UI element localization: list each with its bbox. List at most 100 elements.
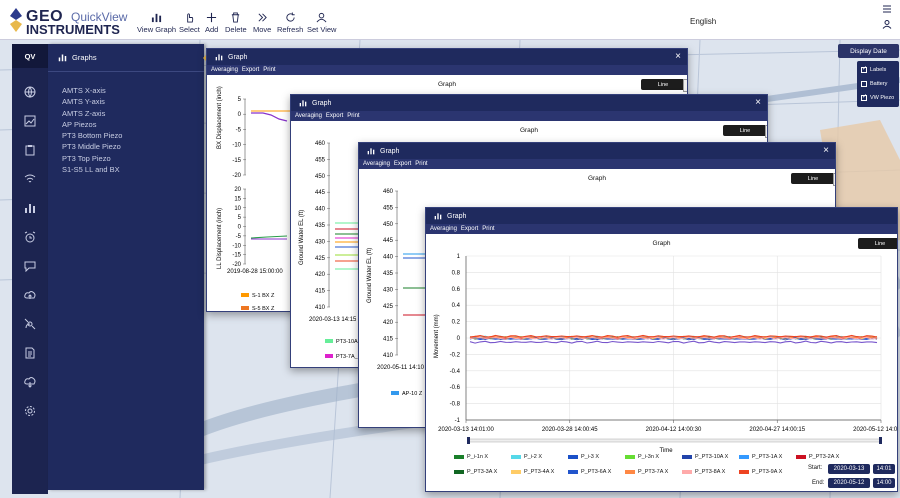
- legend-swatch: [682, 470, 692, 474]
- window-titlebar[interactable]: Graph ×: [291, 95, 767, 111]
- graphs-panel: Graphs AMTS X-axis AMTS Y-axis AMTS Z-ax…: [48, 44, 209, 490]
- print-menu[interactable]: Print: [482, 226, 495, 232]
- y-tick-label: 15: [234, 196, 241, 202]
- cloud-upload-icon[interactable]: [24, 289, 36, 301]
- averaging-menu[interactable]: Averaging: [430, 226, 457, 232]
- export-menu[interactable]: Export: [325, 113, 344, 119]
- print-menu[interactable]: Print: [415, 161, 428, 167]
- gear-icon[interactable]: [24, 405, 36, 417]
- legend-swatch: [568, 455, 578, 459]
- legend-label: P_PT3-9A X: [752, 469, 783, 475]
- legend-item[interactable]: P_PT3-10A X: [682, 454, 728, 460]
- close-icon[interactable]: ×: [823, 145, 829, 156]
- image-icon[interactable]: [24, 115, 36, 127]
- graph-list-item[interactable]: AMTS Z-axis: [62, 108, 106, 118]
- legend-swatch: [739, 455, 749, 459]
- x-tick-label: 2020-05-12 14:00:00: [853, 427, 898, 433]
- legend-item[interactable]: P_PT3-7A X: [625, 469, 668, 475]
- chat-icon[interactable]: [24, 260, 36, 272]
- legend-item[interactable]: P_i-1n X: [454, 454, 488, 460]
- globe-icon[interactable]: [24, 86, 36, 98]
- time-range-slider[interactable]: [467, 438, 881, 443]
- delete-button[interactable]: Delete: [225, 12, 247, 34]
- select-button[interactable]: Select: [179, 12, 200, 34]
- legend-item[interactable]: P_PT3-2A X: [796, 454, 839, 460]
- w3-chart: Ground Water EL (ft) 460 455 450 445 440 435 4…: [367, 189, 425, 397]
- y-tick-label: 460: [383, 189, 394, 195]
- bar-chart-icon[interactable]: [24, 202, 36, 214]
- averaging-menu[interactable]: Averaging: [363, 161, 390, 167]
- legend-item[interactable]: P_PT3-9A X: [739, 469, 782, 475]
- legend-item[interactable]: P_PT3-4A X: [511, 469, 554, 475]
- alarm-clock-icon[interactable]: [24, 231, 36, 243]
- quickview-tab[interactable]: QV: [12, 44, 48, 68]
- language-selector[interactable]: English: [690, 17, 717, 26]
- add-button[interactable]: Add: [205, 12, 218, 34]
- layer-vw-piezo[interactable]: VW Piezo: [861, 93, 894, 101]
- graph-list-item[interactable]: S1-S5 LL and BX: [62, 165, 120, 175]
- clipboard-icon[interactable]: [24, 144, 36, 156]
- layer-battery[interactable]: Battery: [861, 81, 887, 87]
- checkbox-icon[interactable]: [861, 65, 867, 73]
- set-view-button[interactable]: Set View: [307, 12, 336, 34]
- legend-item[interactable]: P_i-2 X: [511, 454, 542, 460]
- wifi-icon[interactable]: [24, 173, 36, 185]
- start-time-field[interactable]: 14:01: [873, 464, 895, 474]
- window-titlebar[interactable]: Graph: [426, 208, 897, 224]
- averaging-menu[interactable]: Averaging: [211, 67, 238, 73]
- move-button[interactable]: Move: [253, 12, 271, 34]
- refresh-button[interactable]: Refresh: [277, 12, 303, 34]
- left-icon-rail: QV: [12, 44, 48, 494]
- export-menu[interactable]: Export: [460, 226, 479, 232]
- satellite-icon[interactable]: [24, 318, 36, 330]
- checkbox-icon[interactable]: [861, 93, 867, 101]
- bar-chart-icon: [151, 13, 162, 23]
- start-date-field[interactable]: 2020-03-13: [828, 464, 870, 474]
- slider-handle-start[interactable]: [467, 437, 470, 444]
- legend-item[interactable]: P_i-3n X: [625, 454, 659, 460]
- graph-list-item[interactable]: PT3 Top Piezo: [62, 153, 111, 163]
- print-menu[interactable]: Print: [263, 67, 276, 73]
- layer-labels[interactable]: Labels: [861, 65, 886, 73]
- view-graph-button[interactable]: View Graph: [137, 12, 176, 34]
- end-date-field[interactable]: 2020-05-12: [828, 478, 870, 488]
- graph-list-item[interactable]: AMTS X-axis: [62, 86, 106, 95]
- series-line: [251, 112, 288, 122]
- export-menu[interactable]: Export: [393, 161, 412, 167]
- close-icon[interactable]: ×: [755, 97, 761, 108]
- window-titlebar[interactable]: Graph ×: [359, 143, 835, 159]
- y-axis-label-bottom: LL Displacement (inch): [217, 208, 223, 269]
- window-titlebar[interactable]: Graph ×: [207, 49, 687, 65]
- settings-sliders-icon[interactable]: [882, 4, 892, 14]
- chart-type-select[interactable]: Line: [858, 238, 897, 249]
- legend-item[interactable]: P_PT3-6A X: [568, 469, 611, 475]
- graph-list-item[interactable]: PT3 Bottom Piezo: [62, 131, 123, 141]
- legend-item[interactable]: P_PT3-3A X: [454, 469, 497, 475]
- legend-swatch: [682, 455, 692, 459]
- y-tick-label: -0.6: [450, 385, 461, 391]
- y-tick-label: -20: [232, 173, 241, 179]
- checkbox-icon[interactable]: [861, 81, 867, 87]
- document-icon[interactable]: [24, 347, 36, 359]
- chart-type-select[interactable]: Line: [791, 173, 835, 186]
- averaging-menu[interactable]: Averaging: [295, 113, 322, 119]
- export-menu[interactable]: Export: [241, 67, 260, 73]
- print-menu[interactable]: Print: [347, 113, 360, 119]
- legend-item[interactable]: P_i-3 X: [568, 454, 599, 460]
- slider-handle-end[interactable]: [879, 437, 882, 444]
- cloud-download-icon[interactable]: [24, 376, 36, 388]
- graph-list-item[interactable]: PT3 Middle Piezo: [62, 142, 121, 152]
- y-tick-label: 455: [315, 157, 326, 163]
- chart-type-select[interactable]: Line: [641, 79, 687, 92]
- legend-swatch: [625, 455, 635, 459]
- graph-list-item[interactable]: AP Piezos: [62, 119, 97, 129]
- end-time-field[interactable]: 14:00: [873, 478, 895, 488]
- y-tick-label: 440: [383, 255, 394, 261]
- legend-item[interactable]: P_PT3-8A X: [682, 469, 725, 475]
- user-account-icon[interactable]: [882, 19, 892, 29]
- legend-item[interactable]: P_PT3-1A X: [739, 454, 782, 460]
- graph-list-item[interactable]: AMTS Y-axis: [62, 97, 105, 107]
- chart-type-select[interactable]: Line: [723, 125, 767, 138]
- display-date-dropdown[interactable]: Display Date: [838, 44, 899, 58]
- close-icon[interactable]: ×: [675, 51, 681, 62]
